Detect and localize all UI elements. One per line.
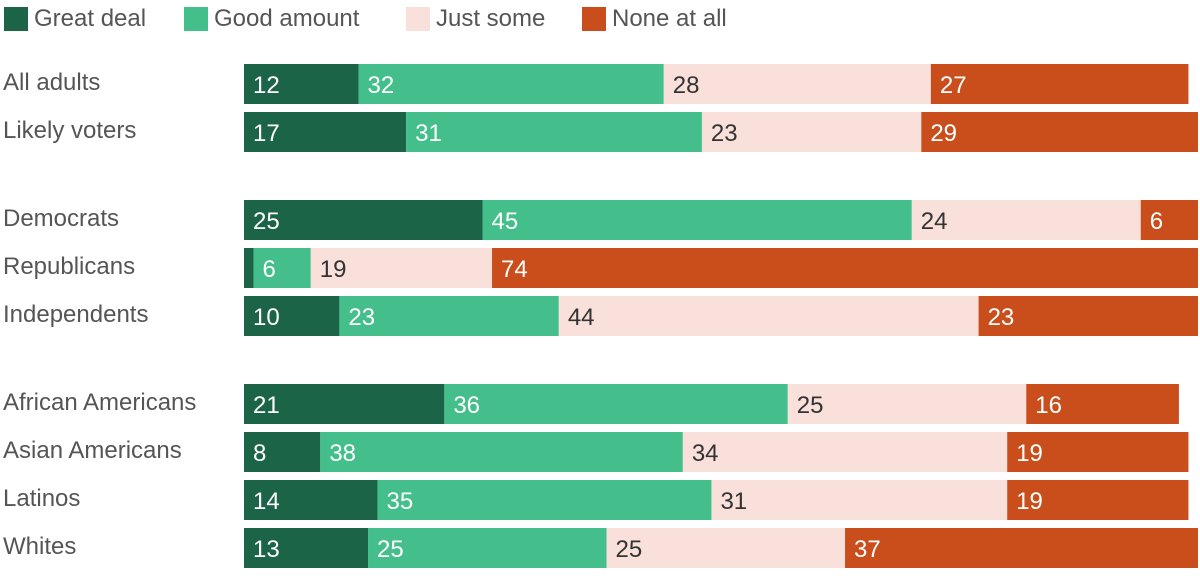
value-label-independents-good-amount: 23 bbox=[348, 304, 375, 331]
legend-item-none-at-all: None at all bbox=[582, 5, 727, 32]
value-label-democrats-none-at-all: 6 bbox=[1150, 208, 1163, 235]
bar-likely-voters-none-at-all bbox=[921, 112, 1198, 152]
bar-latinos-good-amount bbox=[377, 480, 712, 520]
value-label-independents-great-deal: 10 bbox=[253, 304, 280, 331]
bar-democrats-just-some bbox=[911, 200, 1141, 240]
bar-asian-americans-great-deal bbox=[244, 432, 321, 472]
value-label-latinos-none-at-all: 19 bbox=[1016, 488, 1043, 515]
bar-african-americans-great-deal bbox=[244, 384, 445, 424]
bar-republicans-great-deal bbox=[244, 248, 254, 288]
value-label-asian-americans-good-amount: 38 bbox=[329, 440, 356, 467]
category-label-independents: Independents bbox=[3, 301, 148, 328]
bar-independents-good-amount bbox=[339, 296, 559, 336]
value-label-independents-just-some: 44 bbox=[568, 304, 595, 331]
bar-independents-just-some bbox=[558, 296, 979, 336]
bar-all-adults-good-amount bbox=[358, 64, 664, 104]
category-label-all-adults: All adults bbox=[3, 69, 100, 96]
bar-likely-voters-good-amount bbox=[406, 112, 702, 152]
category-label-whites: Whites bbox=[3, 533, 76, 560]
value-label-whites-good-amount: 25 bbox=[377, 536, 404, 563]
value-label-democrats-just-some: 24 bbox=[921, 208, 948, 235]
bar-african-americans-just-some bbox=[787, 384, 1027, 424]
bar-democrats-great-deal bbox=[244, 200, 483, 240]
bars bbox=[244, 64, 1198, 568]
category-label-african-americans: African Americans bbox=[3, 389, 196, 416]
value-label-independents-none-at-all: 23 bbox=[988, 304, 1015, 331]
category-label-asian-americans: Asian Americans bbox=[3, 437, 182, 464]
bar-all-adults-none-at-all bbox=[930, 64, 1189, 104]
value-label-african-americans-good-amount: 36 bbox=[453, 392, 480, 419]
value-label-democrats-great-deal: 25 bbox=[253, 208, 280, 235]
value-label-latinos-just-some: 31 bbox=[720, 488, 747, 515]
bar-independents-great-deal bbox=[244, 296, 340, 336]
value-label-whites-great-deal: 13 bbox=[253, 536, 280, 563]
category-labels: All adults Likely voters Democrats Republic… bbox=[3, 69, 196, 560]
bar-latinos-great-deal bbox=[244, 480, 378, 520]
value-label-asian-americans-great-deal: 8 bbox=[253, 440, 266, 467]
bar-democrats-good-amount bbox=[482, 200, 912, 240]
bar-asian-americans-none-at-all bbox=[1007, 432, 1189, 472]
value-label-asian-americans-none-at-all: 19 bbox=[1016, 440, 1043, 467]
value-label-likely-voters-great-deal: 17 bbox=[253, 120, 280, 147]
value-label-all-adults-great-deal: 12 bbox=[253, 72, 280, 99]
bar-whites-none-at-all bbox=[845, 528, 1198, 568]
bar-asian-americans-good-amount bbox=[320, 432, 683, 472]
value-label-likely-voters-just-some: 23 bbox=[711, 120, 738, 147]
value-label-whites-none-at-all: 37 bbox=[854, 536, 881, 563]
value-label-democrats-good-amount: 45 bbox=[492, 208, 519, 235]
value-label-whites-just-some: 25 bbox=[616, 536, 643, 563]
legend-swatch-none-at-all bbox=[582, 7, 606, 31]
value-label-all-adults-none-at-all: 27 bbox=[940, 72, 967, 99]
value-label-republicans-none-at-all: 74 bbox=[501, 256, 528, 283]
bar-democrats-none-at-all bbox=[1140, 200, 1198, 240]
value-label-republicans-good-amount: 6 bbox=[263, 256, 276, 283]
bar-republicans-just-some bbox=[310, 248, 493, 288]
legend-label-great-deal: Great deal bbox=[34, 5, 146, 32]
category-label-republicans: Republicans bbox=[3, 253, 135, 280]
bar-likely-voters-just-some bbox=[701, 112, 922, 152]
value-label-african-americans-none-at-all: 16 bbox=[1035, 392, 1062, 419]
value-label-republicans-just-some: 19 bbox=[320, 256, 347, 283]
category-label-likely-voters: Likely voters bbox=[3, 117, 136, 144]
bar-republicans-good-amount bbox=[253, 248, 311, 288]
bar-whites-just-some bbox=[606, 528, 846, 568]
legend-item-good-amount: Good amount bbox=[184, 5, 360, 32]
bar-independents-none-at-all bbox=[978, 296, 1198, 336]
category-label-democrats: Democrats bbox=[3, 205, 119, 232]
value-label-likely-voters-good-amount: 31 bbox=[415, 120, 442, 147]
value-label-asian-americans-just-some: 34 bbox=[692, 440, 719, 467]
legend: Great deal Good amount Just some None at al… bbox=[4, 5, 727, 32]
value-label-african-americans-great-deal: 21 bbox=[253, 392, 280, 419]
legend-swatch-great-deal bbox=[4, 7, 28, 31]
bar-all-adults-just-some bbox=[663, 64, 931, 104]
bar-african-americans-none-at-all bbox=[1026, 384, 1179, 424]
legend-item-just-some: Just some bbox=[406, 5, 545, 32]
bar-asian-americans-just-some bbox=[682, 432, 1008, 472]
value-label-latinos-great-deal: 14 bbox=[253, 488, 280, 515]
legend-label-good-amount: Good amount bbox=[214, 5, 360, 32]
value-label-african-americans-just-some: 25 bbox=[797, 392, 824, 419]
legend-label-just-some: Just some bbox=[436, 5, 545, 32]
bar-african-americans-good-amount bbox=[444, 384, 788, 424]
bar-whites-great-deal bbox=[244, 528, 369, 568]
bar-republicans-none-at-all bbox=[492, 248, 1198, 288]
legend-item-great-deal: Great deal bbox=[4, 5, 146, 32]
legend-swatch-good-amount bbox=[184, 7, 208, 31]
value-label-latinos-good-amount: 35 bbox=[387, 488, 414, 515]
value-label-all-adults-just-some: 28 bbox=[673, 72, 700, 99]
bar-whites-good-amount bbox=[368, 528, 607, 568]
category-label-latinos: Latinos bbox=[3, 485, 80, 512]
bar-latinos-just-some bbox=[711, 480, 1008, 520]
bar-likely-voters-great-deal bbox=[244, 112, 407, 152]
bar-all-adults-great-deal bbox=[244, 64, 359, 104]
value-label-likely-voters-none-at-all: 29 bbox=[930, 120, 957, 147]
value-labels: 12 32 28 27 17 31 23 29 25 45 24 6 6 19 74 10 23 44 23 21 36… bbox=[253, 72, 1163, 563]
value-label-all-adults-good-amount: 32 bbox=[367, 72, 394, 99]
legend-label-none-at-all: None at all bbox=[612, 5, 727, 32]
legend-swatch-just-some bbox=[406, 7, 430, 31]
bar-latinos-none-at-all bbox=[1007, 480, 1189, 520]
